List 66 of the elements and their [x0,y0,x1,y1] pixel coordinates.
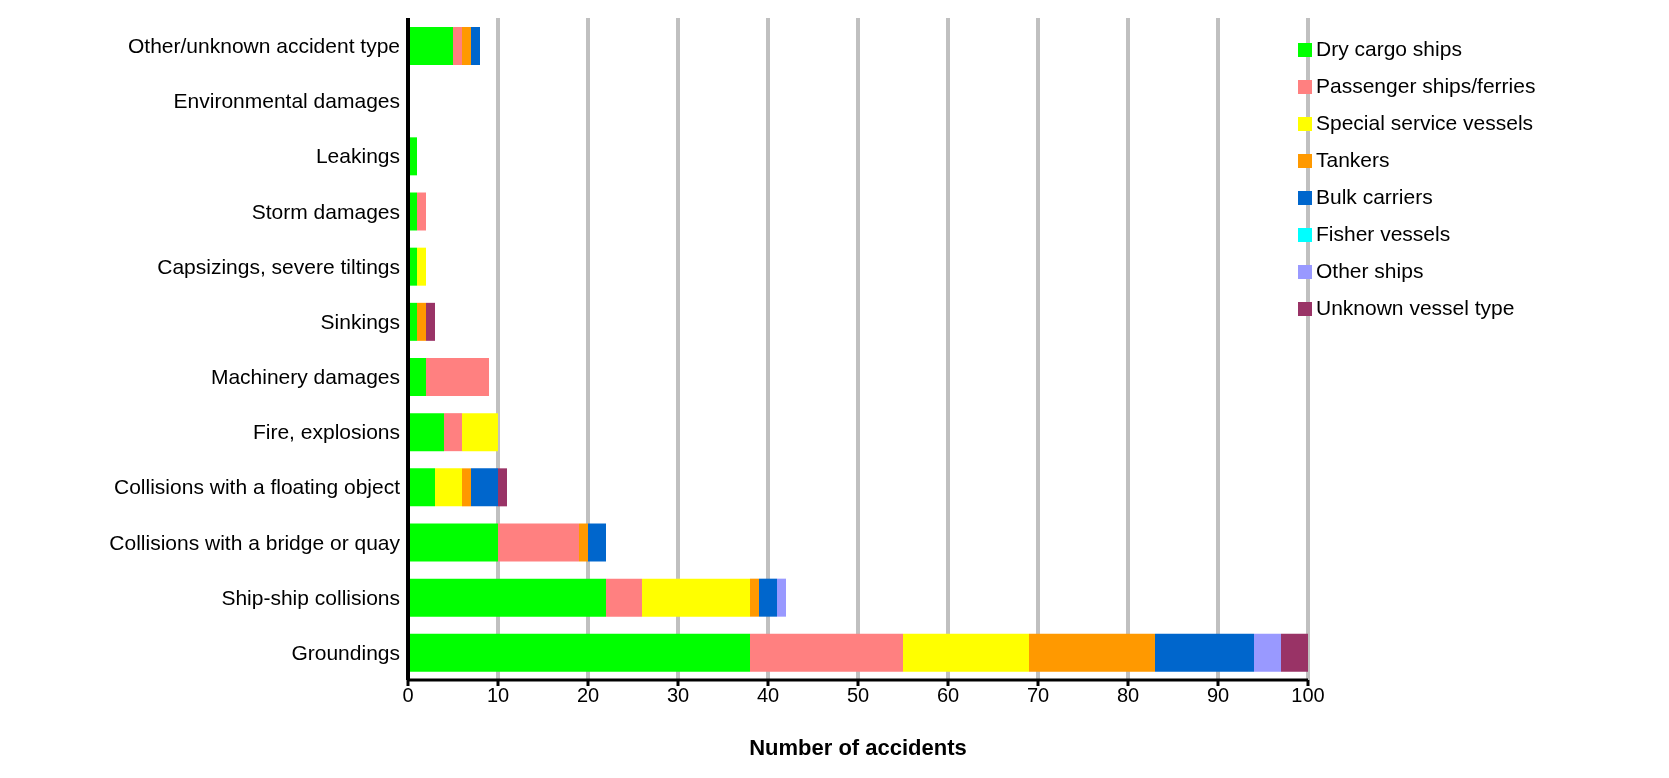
bar [417,192,426,231]
bar [408,468,435,507]
y-tick-label: Fire, explosions [252,420,400,444]
bar [759,578,777,617]
x-tick-label: 10 [486,684,510,707]
bar [471,468,498,507]
bar [417,247,426,286]
legend-label: Special service vessels [1316,111,1534,134]
legend-label: Bulk carriers [1316,185,1433,208]
legend-label: Other ships [1316,259,1424,282]
x-tick-label: 80 [1116,684,1140,707]
bar [444,413,462,452]
y-tick-label: Ship-ship collisions [221,585,400,609]
bar [426,358,489,396]
legend-label: Passenger ships/ferries [1316,74,1536,97]
y-tick-label: Collisions with a floating object [114,475,401,499]
legend-label: Unknown vessel type [1316,296,1515,319]
y-tick-label: Leakings [315,144,400,168]
y-tick-label: Storm damages [251,199,400,223]
x-tick-label: 20 [576,684,600,707]
bar [408,413,444,452]
x-tick-label: 0 [402,684,414,707]
bar [453,27,462,65]
bar [498,468,507,507]
x-tick-label: 40 [756,684,780,707]
y-tick-label: Other/unknown accident type [128,34,400,58]
bar [471,27,480,65]
bar [1254,633,1281,672]
y-tick-label: Capsizings, severe tiltings [157,254,400,278]
x-tick-label: 90 [1206,684,1230,707]
bar [462,468,471,507]
bar [1281,633,1308,672]
bar [750,578,759,617]
y-tick-label: Sinkings [320,309,400,333]
bar [408,578,606,617]
bar [408,523,498,562]
y-tick-label: Collisions with a bridge or quay [109,530,401,554]
bar [462,413,498,452]
x-tick-label: 60 [936,684,960,707]
x-tick-label: 70 [1026,684,1050,707]
bar [498,523,579,562]
bar [435,468,462,507]
bar [579,523,588,562]
bar [1029,633,1155,672]
x-axis-title: Number of accidents [749,735,967,760]
bar [462,27,471,65]
bar [1155,633,1254,672]
x-tick-label: 30 [666,684,690,707]
y-tick-label: Environmental damages [173,89,400,113]
bar [588,523,606,562]
bar [417,302,426,341]
bar [606,578,642,617]
bar [408,633,750,672]
legend-label: Tankers [1316,148,1390,171]
bar [777,578,786,617]
x-tick-label: 50 [846,684,870,707]
bar [750,633,903,672]
legend-label: Fisher vessels [1316,222,1451,245]
bar [408,27,453,65]
y-tick-label: Groundings [291,640,400,664]
x-tick-label: 100 [1291,684,1325,707]
bar [903,633,1029,672]
legend-label: Dry cargo ships [1316,37,1462,60]
bar [426,302,435,341]
y-tick-label: Machinery damages [210,365,400,389]
bar [642,578,750,617]
